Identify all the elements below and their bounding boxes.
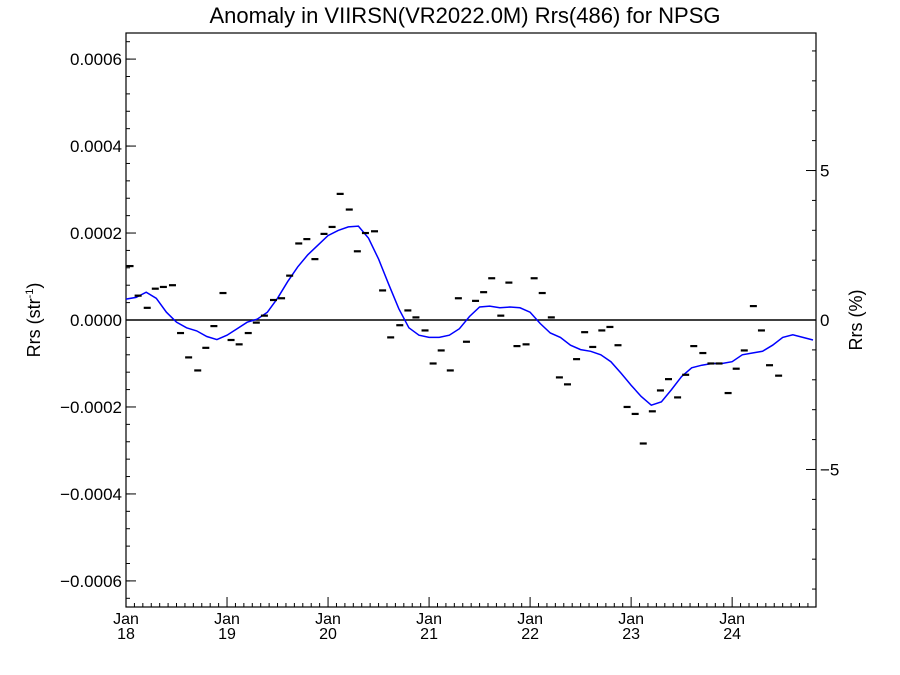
x-tick-year-label: 23 bbox=[622, 626, 640, 643]
y2-tick-label: 5 bbox=[820, 162, 829, 181]
y2-axis-ticks: 5 0 −5 bbox=[806, 50, 839, 590]
x-tick-year-label: 20 bbox=[319, 626, 337, 643]
y-tick-label: 0.0002 bbox=[70, 224, 122, 243]
y2-tick-label: 0 bbox=[820, 311, 829, 330]
y2-tick-label: −5 bbox=[820, 460, 839, 479]
y-tick-label: −0.0002 bbox=[60, 398, 122, 417]
x-tick-month-label: Jan bbox=[214, 611, 240, 628]
x-tick-month-label: Jan bbox=[618, 611, 644, 628]
y-tick-label: 0.0004 bbox=[70, 137, 122, 156]
x-tick-month-label: Jan bbox=[113, 611, 139, 628]
x-tick-year-label: 24 bbox=[723, 626, 741, 643]
x-tick-month-label: Jan bbox=[416, 611, 442, 628]
y-tick-label: −0.0006 bbox=[60, 572, 122, 591]
x-tick-month-label: Jan bbox=[315, 611, 341, 628]
y-tick-label: 0.0006 bbox=[70, 50, 122, 69]
x-tick-year-label: 19 bbox=[218, 626, 236, 643]
running-mean-line bbox=[125, 225, 814, 407]
x-tick-month-label: Jan bbox=[517, 611, 543, 628]
x-tick-year-label: 22 bbox=[521, 626, 539, 643]
y-tick-label: −0.0004 bbox=[60, 485, 122, 504]
y-tick-label: 0.0000 bbox=[70, 311, 122, 330]
y2-axis-label: Rrs (%) bbox=[846, 290, 866, 351]
x-tick-month-label: Jan bbox=[719, 611, 745, 628]
chart-title: Anomaly in VIIRSN(VR2022.0M) Rrs(486) fo… bbox=[209, 3, 720, 28]
x-tick-year-label: 18 bbox=[117, 626, 135, 643]
x-tick-year-label: 21 bbox=[420, 626, 438, 643]
anomaly-marks bbox=[126, 192, 783, 445]
y-axis-label: Rrs (str-1) bbox=[24, 283, 44, 358]
y-axis-ticks: 0.0006 0.0004 0.0002 0.0000 −0.0002 −0.0004 −0… bbox=[60, 41, 136, 599]
